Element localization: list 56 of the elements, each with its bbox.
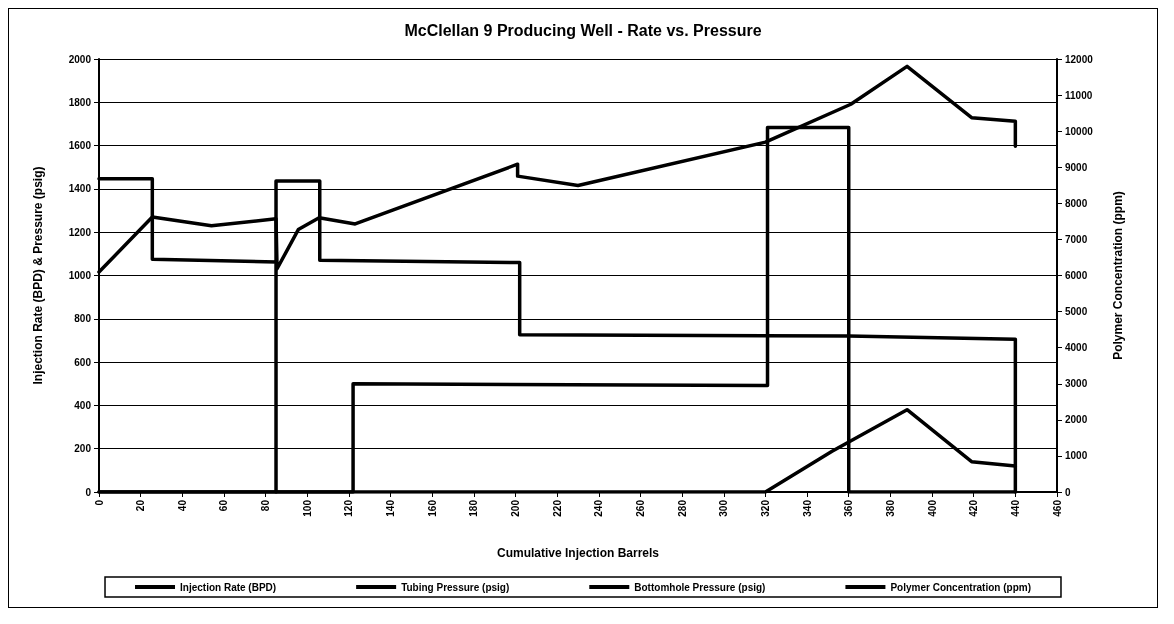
x-tick-label: 200 <box>510 499 522 517</box>
y2-tick-label: 6000 <box>1065 270 1088 281</box>
x-tick-label: 60 <box>218 499 230 512</box>
x-tick-label: 280 <box>676 499 688 517</box>
y2-tick-label: 3000 <box>1065 378 1088 390</box>
y2-tick-label: 2000 <box>1065 414 1088 426</box>
y-tick-label: 1000 <box>68 270 92 281</box>
x-tick-label: 300 <box>718 499 730 517</box>
y-tick-label: 1400 <box>68 183 92 195</box>
y2-tick-label: 11000 <box>1065 89 1093 101</box>
y-tick-label: 1600 <box>68 140 92 152</box>
x-tick-label: 100 <box>301 499 313 517</box>
x-tick-label: 220 <box>551 499 563 517</box>
y-tick-label: 400 <box>74 399 92 411</box>
legend-label: Injection Rate (BPD) <box>180 581 277 593</box>
x-tick-label: 20 <box>135 499 147 512</box>
x-tick-label: 180 <box>468 499 480 517</box>
y2-tick-label: 12000 <box>1065 53 1094 65</box>
x-tick-label: 80 <box>260 499 272 512</box>
y-tick-label: 0 <box>85 486 92 498</box>
y-tick-label: 1200 <box>68 226 92 238</box>
x-tick-label: 260 <box>634 499 646 517</box>
y-tick-label: 800 <box>74 313 92 325</box>
x-tick-label: 440 <box>1009 499 1021 517</box>
y2-tick-label: 1000 <box>1065 450 1088 462</box>
x-tick-label: 340 <box>801 499 813 517</box>
y2-tick-label: 7000 <box>1065 233 1088 245</box>
x-tick-label: 360 <box>843 499 855 517</box>
x-tick-label: 160 <box>426 499 438 517</box>
x-tick-label: 460 <box>1051 499 1063 517</box>
y-axis-title: Injection Rate (BPD) & Pressure (psig) <box>31 166 45 385</box>
y2-tick-label: 5000 <box>1065 306 1088 318</box>
x-tick-label: 0 <box>93 499 105 506</box>
chart-title: McClellan 9 Producing Well - Rate vs. Pressure <box>404 21 762 39</box>
x-tick-label: 140 <box>385 499 397 517</box>
y-tick-label: 1800 <box>68 96 92 108</box>
x-tick-label: 320 <box>759 499 771 517</box>
y2-tick-label: 4000 <box>1065 342 1088 354</box>
legend-label: Tubing Pressure (psig) <box>401 581 510 593</box>
x-tick-label: 120 <box>343 499 355 517</box>
x-tick-label: 420 <box>968 499 980 517</box>
x-tick-label: 240 <box>593 499 605 517</box>
x-axis-title: Cumulative Injection Barrels <box>496 546 660 560</box>
y2-tick-label: 0 <box>1065 486 1071 498</box>
x-tick-label: 380 <box>884 499 896 517</box>
x-tick-label: 400 <box>926 499 938 517</box>
y-tick-label: 600 <box>74 356 92 368</box>
y2-axis-title: Polymer Concentration (ppm) <box>1111 191 1125 360</box>
y2-tick-label: 9000 <box>1065 161 1088 173</box>
y2-tick-label: 10000 <box>1065 125 1094 137</box>
y-tick-label: 200 <box>74 443 92 455</box>
legend-label: Polymer Concentration (ppm) <box>890 581 1031 593</box>
y2-tick-label: 8000 <box>1065 197 1088 209</box>
y-tick-label: 2000 <box>68 53 92 65</box>
legend-label: Bottomhole Pressure (psig) <box>634 581 766 593</box>
x-tick-label: 40 <box>176 499 188 512</box>
